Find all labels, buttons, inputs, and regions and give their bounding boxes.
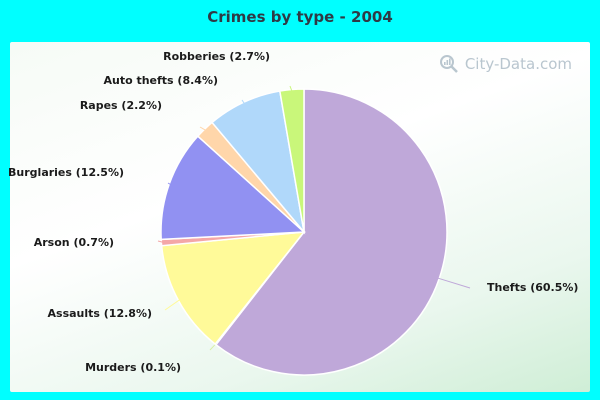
slice-label: Robberies (2.7%) (163, 50, 270, 63)
slice-label: Murders (0.1%) (85, 361, 181, 374)
leader-line (157, 240, 164, 243)
slice-label: Rapes (2.2%) (80, 99, 162, 112)
pie-slice (278, 88, 305, 233)
watermark: City-Data.com (439, 54, 572, 74)
slice-label: Auto thefts (8.4%) (103, 74, 218, 87)
slice-label: Assaults (12.8%) (48, 307, 152, 320)
slice-label: Thefts (60.5%) (487, 281, 578, 294)
slice-label: Arson (0.7%) (34, 236, 114, 249)
leader-line (164, 299, 181, 311)
watermark-text: City-Data.com (464, 55, 572, 73)
magnifier-chart-icon (439, 55, 458, 73)
chart-title: Crimes by type - 2004 (207, 8, 393, 26)
slice-label: Burglaries (12.5%) (8, 166, 124, 179)
leader-line (437, 277, 471, 289)
leader-line (289, 85, 293, 92)
leader-line (167, 182, 172, 186)
leader-line (241, 99, 246, 105)
leader-line (199, 126, 207, 131)
